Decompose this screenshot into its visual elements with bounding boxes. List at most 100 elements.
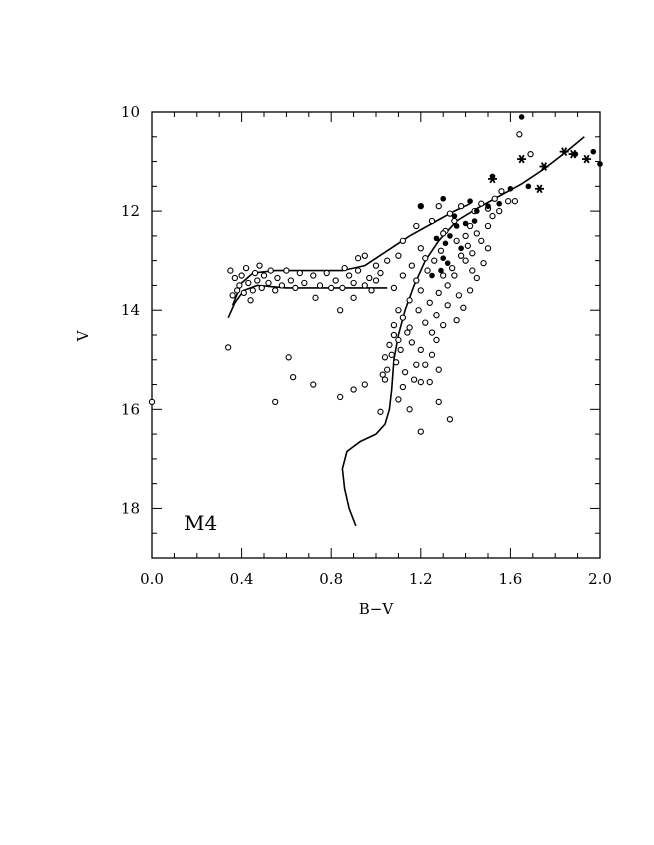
y-tick-label: 10	[121, 103, 140, 121]
open-circle-point	[462, 257, 469, 264]
open-circle-point	[337, 393, 344, 401]
asterisk-point	[568, 149, 578, 159]
open-circle-point	[417, 346, 424, 354]
open-circle-point	[511, 198, 519, 205]
axis-ticks	[151, 111, 601, 559]
open-circle-point	[417, 245, 424, 252]
open-circle-point	[410, 376, 418, 383]
open-circle-point	[478, 200, 485, 207]
x-tick-label: 0.4	[230, 570, 254, 588]
open-circle-point	[424, 267, 431, 274]
open-circle-point	[453, 316, 460, 324]
open-circle-point	[408, 262, 415, 269]
x-axis-label: B−V	[359, 600, 395, 618]
filled-circle-point	[433, 235, 440, 242]
open-circle-point	[460, 304, 467, 311]
filled-circle-point	[453, 223, 460, 229]
open-circle-point	[417, 378, 424, 386]
open-circle-point	[381, 354, 389, 361]
open-circle-point	[384, 257, 391, 264]
open-circle-point	[292, 284, 299, 292]
open-circle-point	[428, 329, 436, 336]
tick-labels: 0.0 0.4 0.8 1.2 1.6 2.0 10 12 14 16 18	[121, 103, 612, 588]
asterisk-stroke	[540, 162, 548, 171]
y-tick-label: 12	[121, 202, 140, 220]
open-circle-point	[444, 282, 451, 289]
open-circle-point	[422, 361, 429, 368]
open-circle-point	[428, 217, 436, 225]
asterisk-stroke	[583, 154, 590, 164]
open-circle-point	[242, 264, 250, 272]
open-circle-point	[433, 312, 440, 319]
open-circle-point	[337, 307, 344, 314]
y-axis-label: V	[74, 329, 92, 342]
filled-circle-point	[525, 183, 532, 190]
open-circle-point	[227, 267, 234, 274]
open-circle-point	[435, 398, 442, 406]
open-circle-point	[350, 294, 357, 301]
open-circle-point	[272, 287, 279, 294]
open-circle-point	[527, 150, 534, 158]
open-circle-point	[473, 274, 480, 282]
open-circle-point	[446, 416, 454, 423]
open-circle-point	[417, 428, 424, 435]
open-circle-point	[229, 292, 236, 299]
filled-circle-point	[444, 260, 451, 266]
open-circle-point	[393, 359, 400, 366]
filled-circle-point	[447, 233, 453, 239]
open-circle-point	[444, 302, 451, 309]
open-circle-point	[278, 282, 286, 289]
open-circle-point	[422, 319, 429, 326]
open-circle-point	[413, 222, 420, 230]
isochrone-curves	[227, 136, 585, 527]
open-circle-point	[312, 294, 319, 301]
open-circle-point	[440, 272, 447, 279]
open-circle-point	[399, 314, 407, 321]
open-circle-point	[417, 287, 424, 294]
open-circle-point	[339, 284, 346, 292]
open-circle-point	[399, 383, 407, 391]
open-circle-point	[505, 198, 512, 205]
filled-circle-point	[440, 255, 447, 261]
open-circle-point	[148, 398, 156, 406]
asterisk-stroke	[570, 149, 577, 159]
open-circle-point	[238, 272, 245, 279]
open-circle-point	[236, 282, 243, 289]
open-circle-point	[516, 131, 523, 138]
open-circle-point	[256, 262, 263, 269]
filled-circle-point	[485, 203, 491, 209]
filled-circle-point	[458, 245, 464, 252]
open-circle-point	[283, 267, 290, 274]
filled-circle-point	[429, 272, 435, 279]
open-circle-point	[247, 297, 254, 304]
open-circle-point	[345, 272, 353, 279]
open-circle-point	[390, 284, 398, 292]
open-circle-point	[381, 376, 389, 383]
open-circle-point	[457, 203, 465, 210]
open-circle-point	[368, 287, 375, 294]
asterisk-stroke	[518, 154, 525, 164]
open-circle-point	[426, 378, 433, 386]
open-circle-point	[395, 336, 402, 344]
filled-circle-point	[474, 208, 480, 214]
open-circle-point	[390, 321, 398, 329]
isochrone-line	[341, 136, 585, 527]
open-circle-point	[258, 284, 265, 292]
open-circle-point	[341, 264, 348, 272]
open-circle-point	[422, 255, 429, 262]
open-circle-point	[462, 232, 469, 240]
open-circle-point	[267, 267, 274, 274]
open-circle-point	[386, 341, 393, 349]
open-circle-point	[354, 267, 362, 274]
plot-frame	[151, 111, 601, 559]
open-circle-point	[437, 247, 445, 254]
open-circle-point	[384, 366, 391, 373]
open-circle-point	[431, 257, 438, 264]
filled-circle-point	[451, 213, 458, 219]
filled-circle-point	[518, 114, 525, 120]
open-circle-point	[323, 269, 330, 277]
open-circle-point	[366, 274, 373, 282]
asterisk-point	[559, 147, 569, 156]
open-circle-point	[406, 406, 413, 413]
